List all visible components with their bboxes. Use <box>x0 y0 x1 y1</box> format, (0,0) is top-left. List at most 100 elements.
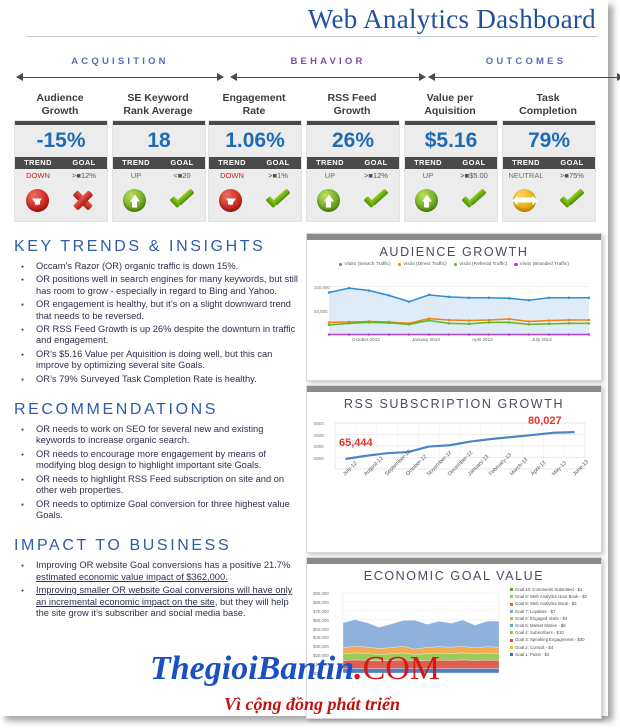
section-heading-impact: IMPACT TO BUSINESS <box>14 537 232 555</box>
chart-y-tick-label: $10,000 <box>313 662 329 668</box>
kpi-metric-values: UP <■20 <box>113 169 205 182</box>
kpi-trend-header: TREND <box>122 158 150 167</box>
funnel-band-outcomes: OUTCOMES <box>428 56 620 88</box>
kpi-trend-header: TREND <box>218 158 246 167</box>
kpi-goal-header: GOAL <box>364 158 388 167</box>
chart-annotation-start: 65,444 <box>339 437 373 449</box>
kpi-goal-value: >■12% <box>364 171 388 180</box>
kpi-name: Audience Growth <box>36 92 84 117</box>
chart-y-tick-label: 100,000 <box>314 284 330 290</box>
chart-x-tick-label: January 2013 <box>412 337 440 342</box>
chart-y-tick-label: $70,000 <box>313 608 329 614</box>
list-item: Improving OR website Goal conversions ha… <box>10 560 300 583</box>
chart-y-tick-label: 0000 <box>314 432 324 438</box>
kpi-body: -15% TREND GOAL DOWN >■12% <box>14 120 108 222</box>
legend-swatch <box>510 631 513 635</box>
legend-swatch <box>510 602 513 606</box>
arrow-left-right-amber-icon <box>512 188 538 212</box>
kpi-goal-value: <■20 <box>173 171 191 180</box>
kpi-goal-header: GOAL <box>170 158 194 167</box>
chart-legend-audience-growth: Visits (Search Traffic) Visits (Direct Tr… <box>307 261 601 269</box>
chart-x-tick-label: July 2013 <box>532 337 552 342</box>
kpi-metric-header: TREND GOAL <box>15 157 107 169</box>
chart-y-tick-label: $90,000 <box>313 591 329 596</box>
kpi-goal-header: GOAL <box>462 158 486 167</box>
kpi-card[interactable]: Engagement Rate 1.06% TREND GOAL DOWN >■1% <box>208 92 302 222</box>
legend-entry: Visits (Search Traffic) <box>339 262 391 267</box>
legend-entry: Visits (Branded Traffic) <box>514 262 569 267</box>
kpi-goal-value: >■75% <box>560 171 584 180</box>
chart-y-tick-label: $30,000 <box>313 644 329 650</box>
kpi-card[interactable]: RSS Feed Growth 26% TREND GOAL UP >■12% <box>306 92 400 222</box>
chart-y-tick-label: $40,000 <box>313 635 329 641</box>
kpi-body: 79% TREND GOAL NEUTRAL >■75% <box>502 120 596 222</box>
kpi-metric-values: DOWN >■1% <box>209 169 301 182</box>
chart-plot-audience-growth: 100,000 50,000 October 2012 January 2013 Apr… <box>313 269 595 347</box>
funnel-band-behavior: BEHAVIOR <box>230 56 426 88</box>
legend-entry: Goal 2: Consult - $4 <box>510 644 600 651</box>
legend-swatch <box>510 652 513 656</box>
kpi-value: 79% <box>503 125 595 157</box>
x-mark-red-icon <box>70 188 96 212</box>
kpi-metric-values: UP >■$5.00 <box>405 169 497 182</box>
kpi-name: Task Completion <box>519 92 577 117</box>
chart-y-tick-label: $20,000 <box>313 653 329 659</box>
legend-swatch <box>510 616 513 620</box>
kpi-metric-header: TREND GOAL <box>209 157 301 169</box>
kpi-name: RSS Feed Growth <box>327 92 377 117</box>
check-green-icon <box>167 188 195 212</box>
legend-entry: Goal 1: Posts - $2 <box>510 651 600 658</box>
section-heading-key-trends: KEY TRENDS & INSIGHTS <box>14 238 266 255</box>
kpi-top-bar <box>307 121 399 125</box>
panel-accent-bar <box>307 386 601 392</box>
chart-panel-economic-goal-value: ECONOMIC GOAL VALUE $90,000 $80,000 $70,00… <box>306 557 602 719</box>
arrow-up-green-icon <box>123 188 147 212</box>
kpi-metric-header: TREND GOAL <box>405 157 497 169</box>
legend-entry: Goal 7: Loyalists - $7 <box>510 608 600 615</box>
section-heading-recommendations: RECOMMENDATIONS <box>14 401 219 419</box>
panel-accent-bar <box>307 558 601 564</box>
kpi-card[interactable]: Task Completion 79% TREND GOAL NEUTRAL >■75% <box>502 92 596 222</box>
chart-y-tick-label: $80,000 <box>313 599 329 605</box>
watermark-part1: Thegioi <box>150 650 258 687</box>
check-green-icon <box>557 188 585 212</box>
recommendations-list: OR needs to work on SEO for several new … <box>10 424 300 521</box>
title-divider <box>26 36 598 37</box>
legend-swatch <box>339 262 343 267</box>
chart-title-rss-subscription-growth: RSS SUBSCRIPTION GROWTH <box>343 397 565 411</box>
arrow-down-red-icon <box>25 188 49 212</box>
chart-title-economic-goal-value: ECONOMIC GOAL VALUE <box>363 569 545 583</box>
kpi-goal-header: GOAL <box>560 158 584 167</box>
kpi-status-icons <box>503 182 595 221</box>
check-green-icon <box>263 188 291 212</box>
list-item: OR needs to work on SEO for several new … <box>10 424 300 447</box>
kpi-status-icons <box>15 182 107 221</box>
kpi-body: 18 TREND GOAL UP <■20 <box>112 120 206 222</box>
legend-entry: Goal 9: Web Analytics Hour Book - $2 <box>510 593 600 600</box>
list-item: OR’s $5.16 Value per Aquisition is doing… <box>10 349 300 372</box>
kpi-status-icons <box>405 182 497 221</box>
legend-swatch <box>510 588 513 592</box>
kpi-goal-header: GOAL <box>72 158 96 167</box>
kpi-card[interactable]: Value per Aquisition $5.16 TREND GOAL UP >■$5.… <box>404 92 498 222</box>
chart-x-tick-label: April 2013 <box>472 337 493 342</box>
kpi-trend-value: DOWN <box>220 171 244 180</box>
chart-y-tick-label: 0000 <box>314 455 324 461</box>
kpi-trend-value: DOWN <box>26 171 50 180</box>
kpi-status-icons <box>113 182 205 221</box>
kpi-card-row: Audience Growth -15% TREND GOAL DOWN >■12% SE K… <box>8 92 608 222</box>
chart-y-tick-label: 50,000 <box>314 308 328 314</box>
kpi-card[interactable]: Audience Growth -15% TREND GOAL DOWN >■12% <box>14 92 108 222</box>
legend-swatch <box>510 624 513 628</box>
key-trends-list: Occam’s Razor (OR) organic traffic is do… <box>10 261 300 386</box>
chart-legend-economic-goal-value: Goal 10: Comments Submitted - $1 Goal 9: … <box>510 586 600 658</box>
kpi-name: Value per Aquisition <box>424 92 476 117</box>
kpi-trend-header: TREND <box>316 158 344 167</box>
kpi-top-bar <box>405 121 497 125</box>
arrow-down-red-icon <box>219 188 243 212</box>
chart-annotation-end: 80,027 <box>528 415 562 427</box>
kpi-body: $5.16 TREND GOAL UP >■$5.00 <box>404 120 498 222</box>
kpi-card[interactable]: SE Keyword Rank Average 18 TREND GOAL UP <■20 <box>112 92 206 222</box>
legend-swatch <box>510 645 513 649</box>
